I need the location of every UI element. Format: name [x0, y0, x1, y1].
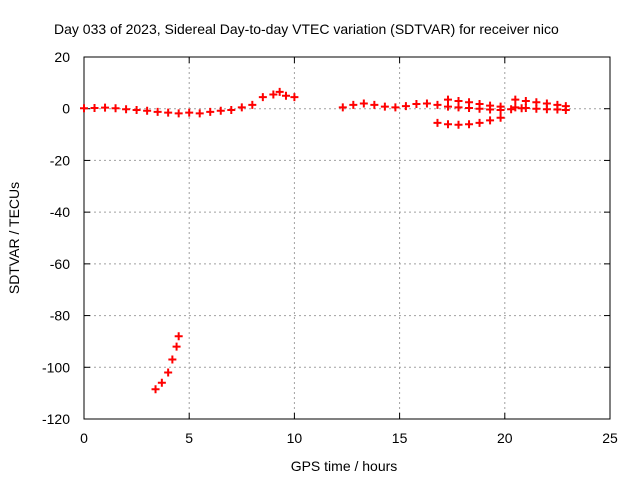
x-tick-label: 0 [80, 430, 88, 446]
data-point [454, 96, 463, 105]
data-point [443, 95, 452, 104]
x-tick-label: 5 [185, 430, 193, 446]
data-point [185, 108, 194, 117]
y-tick-label: -120 [42, 411, 70, 427]
data-point [496, 102, 505, 111]
data-point [143, 106, 152, 115]
data-point [486, 116, 495, 125]
data-point [521, 103, 530, 112]
data-point [174, 109, 183, 118]
y-tick-label: -20 [50, 152, 70, 168]
data-point [168, 355, 177, 364]
data-point [511, 103, 520, 112]
data-point [227, 106, 236, 115]
data-point [111, 104, 120, 113]
y-tick-label: 20 [54, 49, 70, 65]
data-point [164, 368, 173, 377]
data-point [174, 332, 183, 341]
plot-frame [83, 56, 611, 420]
data-point [433, 118, 442, 127]
data-point [359, 99, 368, 108]
chart-title: Day 033 of 2023, Sidereal Day-to-day VTE… [54, 21, 559, 37]
x-tick-label: 10 [287, 430, 303, 446]
data-points [80, 87, 570, 394]
data-point [275, 87, 284, 96]
axis-ticks: 0 5 10 15 20 25 -120 -100 -80 -60 -40 -20 0 20 [42, 49, 618, 446]
data-point [465, 98, 474, 107]
data-point [561, 106, 570, 115]
data-point [164, 108, 173, 117]
data-point [206, 107, 215, 116]
data-point [391, 103, 400, 112]
data-point [496, 113, 505, 122]
data-point [290, 93, 299, 102]
y-tick-label: -100 [42, 359, 70, 375]
data-point [237, 103, 246, 112]
data-point [132, 106, 141, 115]
data-point [454, 120, 463, 129]
data-point [281, 91, 290, 100]
y-tick-label: -60 [50, 256, 70, 272]
data-point [216, 106, 225, 115]
data-point [443, 120, 452, 129]
data-point [370, 100, 379, 109]
data-point [258, 93, 267, 102]
data-point [248, 100, 257, 109]
data-point [122, 105, 131, 114]
data-point [90, 103, 99, 112]
data-point [465, 120, 474, 129]
y-axis-label: SDTVAR / TECUs [6, 182, 22, 294]
data-point [507, 105, 516, 114]
data-point [195, 109, 204, 118]
data-point [412, 100, 421, 109]
data-point [553, 105, 562, 114]
data-point [157, 378, 166, 387]
data-point [380, 102, 389, 111]
grid-lines [84, 57, 610, 419]
y-tick-label: -40 [50, 204, 70, 220]
data-point [443, 102, 452, 111]
data-point [338, 103, 347, 112]
data-point [521, 96, 530, 105]
data-point [80, 104, 88, 113]
data-point [433, 100, 442, 109]
y-tick-label: -80 [50, 308, 70, 324]
data-point [475, 118, 484, 127]
x-tick-label: 25 [602, 430, 618, 446]
data-point [475, 100, 484, 109]
x-tick-label: 15 [392, 430, 408, 446]
data-point [511, 95, 520, 104]
y-tick-label: 0 [62, 101, 70, 117]
data-point [269, 90, 278, 99]
x-axis-label: GPS time / hours [291, 458, 398, 474]
data-point [532, 104, 541, 113]
data-point [401, 102, 410, 111]
data-point [153, 107, 162, 116]
data-point [542, 105, 551, 114]
data-point [151, 385, 160, 394]
data-point [422, 99, 431, 108]
data-point [349, 100, 358, 109]
data-point [101, 103, 110, 112]
x-tick-label: 20 [497, 430, 513, 446]
data-point [172, 342, 181, 351]
data-point [486, 101, 495, 110]
